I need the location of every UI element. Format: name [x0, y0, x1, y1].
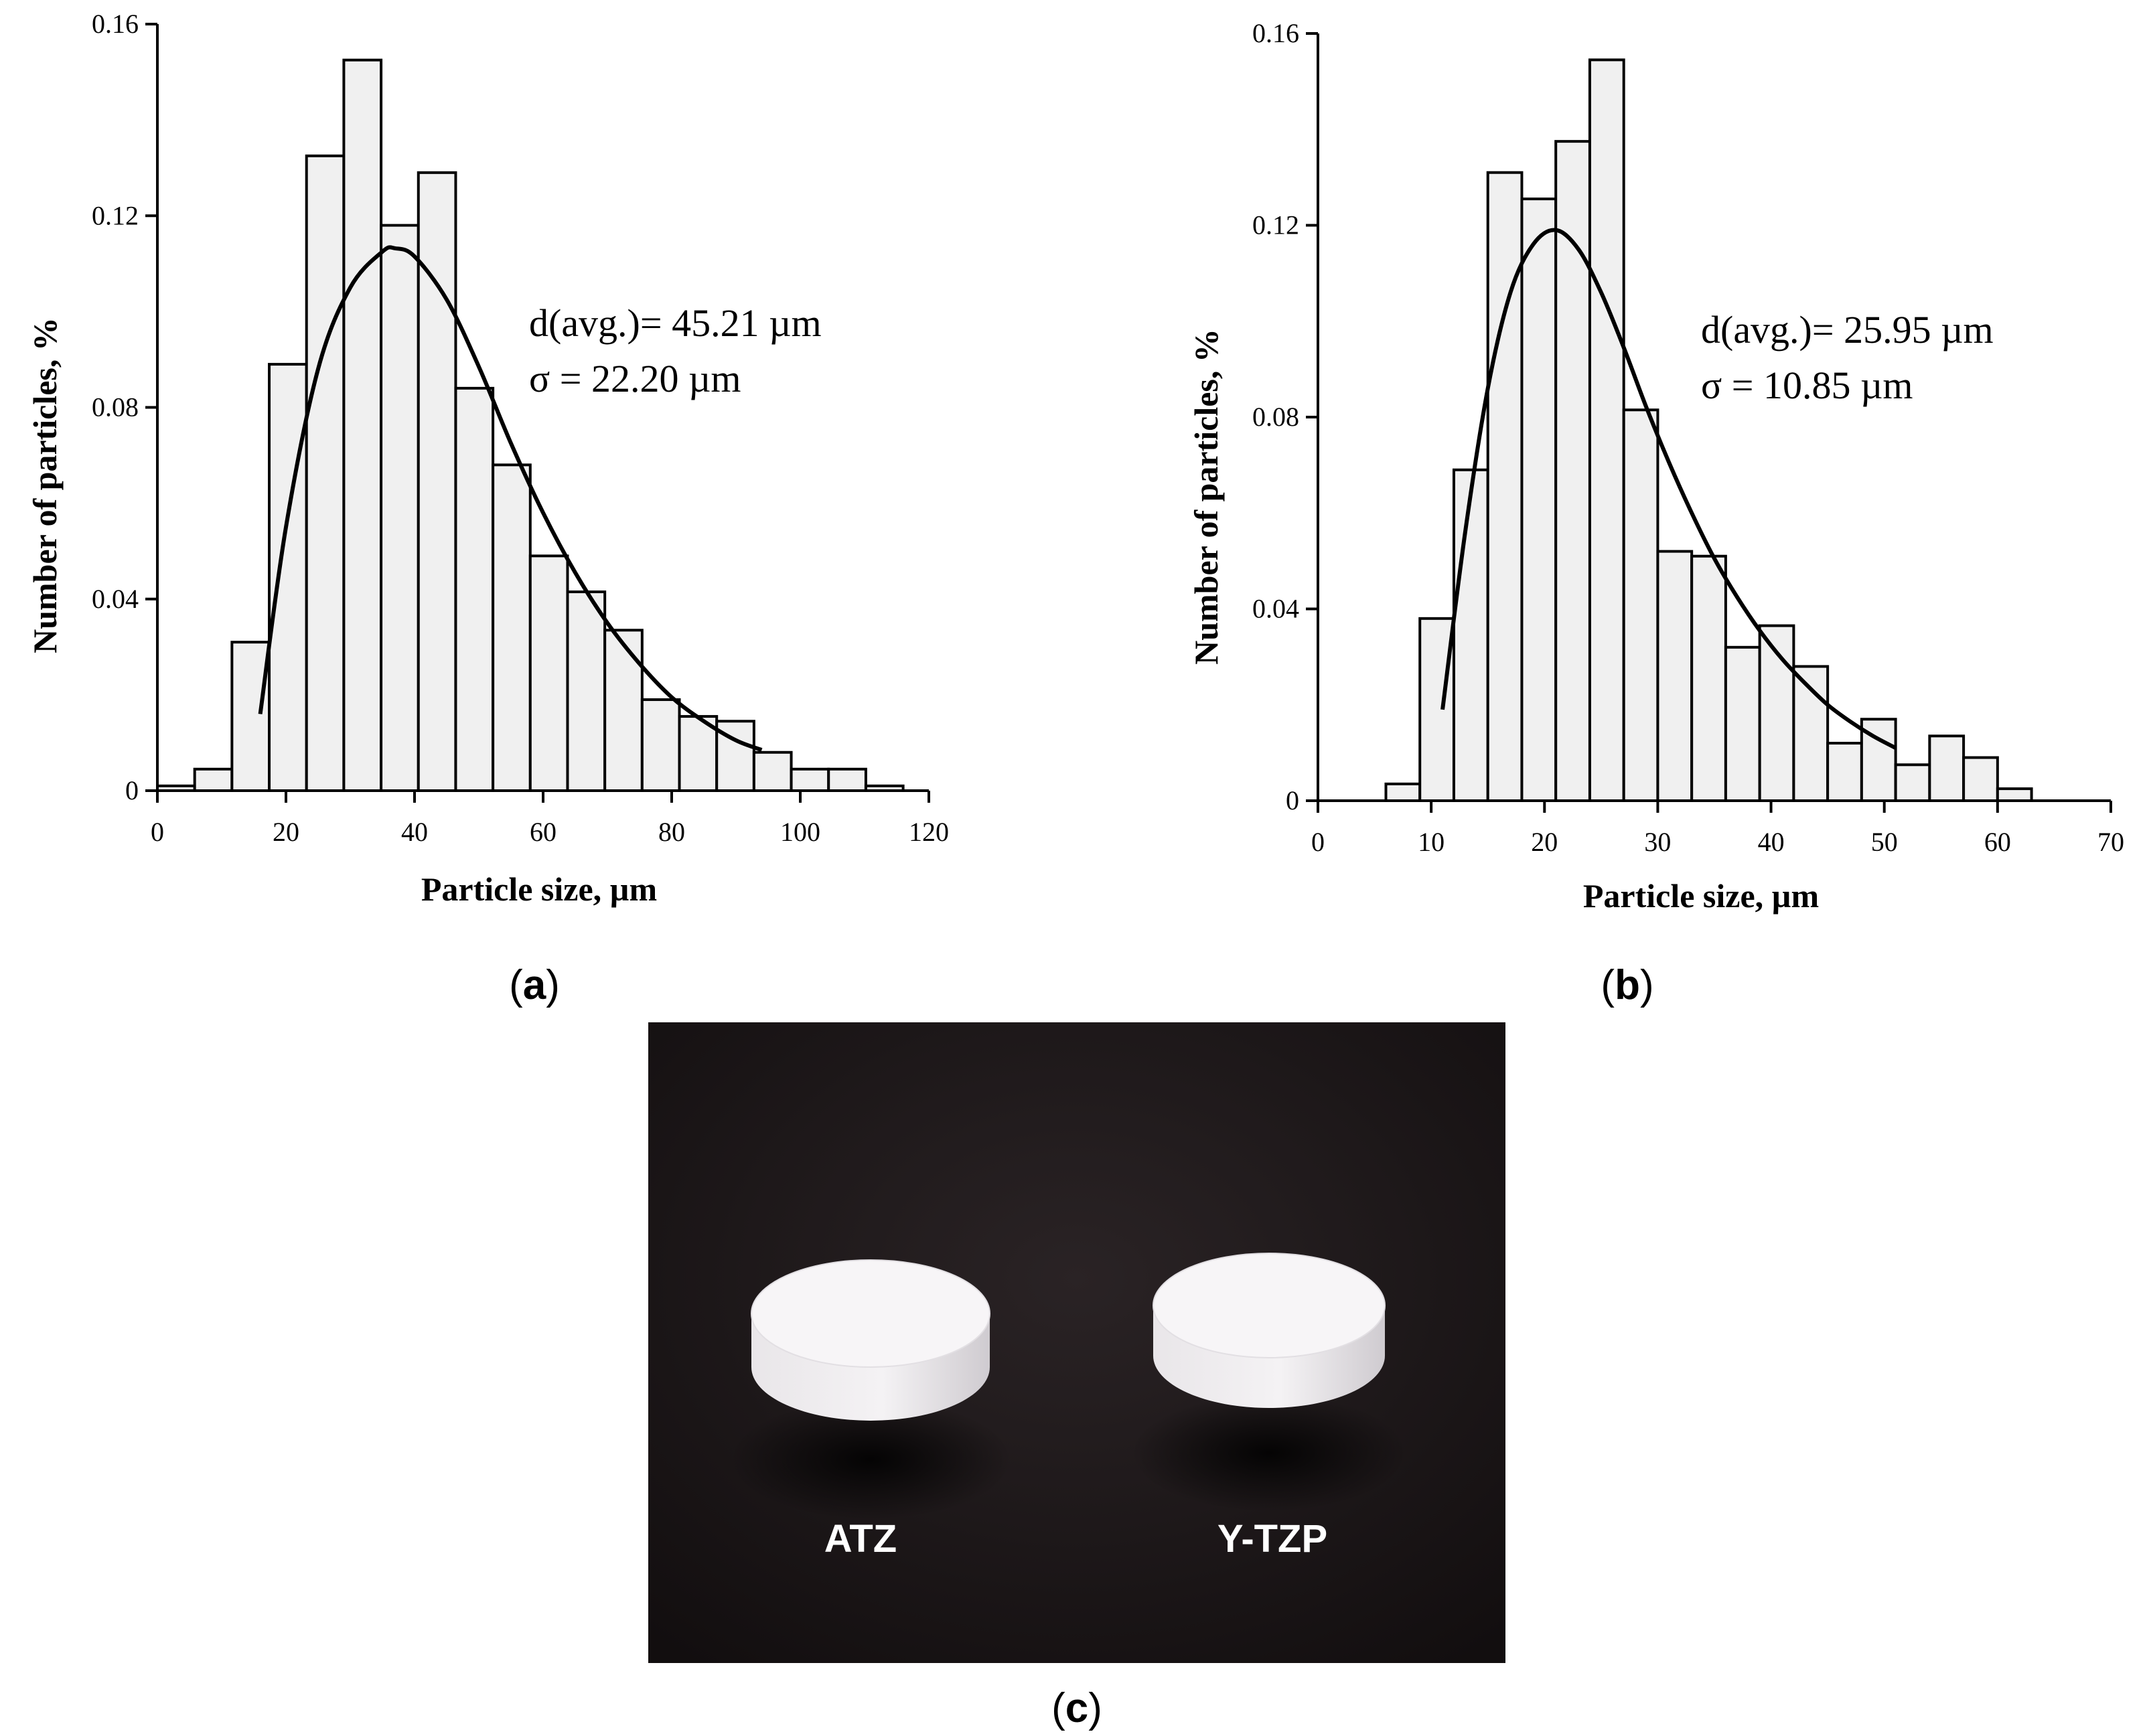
- y-axis-label-a: Number of particles, %: [26, 317, 64, 653]
- y-tick-label: 0: [1286, 785, 1299, 815]
- histogram-bar: [1656, 550, 1694, 802]
- histogram-bar: [827, 767, 867, 792]
- histogram-bar: [1588, 58, 1625, 802]
- histogram-bar: [790, 767, 830, 792]
- histogram-bar: [492, 463, 532, 792]
- histogram-bar: [193, 767, 234, 792]
- atz-pellet-image: [730, 1259, 1011, 1520]
- x-tick-label: 0: [1311, 827, 1325, 857]
- panel-caption-a-letter: a: [523, 962, 546, 1008]
- x-tick-label: 20: [1531, 827, 1558, 857]
- x-tick-label: 50: [1871, 827, 1898, 857]
- x-tick-label: 40: [1758, 827, 1785, 857]
- axes-b: 0 10 20 30 40 50 60 70 0 0.04 0.08 0.12 0.16: [1252, 18, 2124, 857]
- photo-panel-c: ATZ Y-TZP (c): [648, 1022, 1505, 1731]
- histogram-bar: [1384, 782, 1422, 803]
- histogram-bar: [640, 698, 681, 792]
- y-tick-label: 0.04: [1252, 594, 1299, 624]
- axes-a: 0 20 40 60 80 100 120 0 0.04 0.08 0.12 0.16: [92, 9, 949, 847]
- x-axis-label-b: Particle size, µm: [1583, 877, 1819, 915]
- x-tick-label: 120: [909, 817, 949, 847]
- y-tzp-pellet-image: [1132, 1253, 1406, 1512]
- x-tick-label: 70: [2097, 827, 2124, 857]
- histogram-bar: [566, 590, 607, 792]
- y-tick-label: 0.04: [92, 584, 139, 614]
- y-tick-label: 0.16: [92, 9, 139, 39]
- y-tick-label: 0.08: [1252, 402, 1299, 432]
- distribution-fit-curve-a: [258, 245, 763, 752]
- histogram-bar: [1996, 787, 2033, 802]
- x-tick-label: 60: [530, 817, 557, 847]
- histogram-bar: [1962, 756, 1999, 802]
- x-tick-label: 80: [658, 817, 685, 847]
- histogram-bars-b: [1384, 58, 2033, 803]
- histogram-bar: [230, 641, 271, 792]
- histogram-bar: [1928, 734, 1966, 803]
- atz-label: ATZ: [824, 1517, 897, 1561]
- annotation-sigma-a: σ = 22.20 µm: [529, 357, 741, 400]
- chart-panel-b: 0 10 20 30 40 50 60 70 0 0.04 0.08 0.12 0.16 Particl…: [1187, 18, 2124, 1008]
- histogram-bar: [1894, 763, 1931, 802]
- panel-caption-b: (b): [1601, 962, 1653, 1008]
- x-tick-label: 0: [151, 817, 164, 847]
- y-tick-label: 0.12: [1252, 210, 1299, 240]
- panel-caption-c: (c): [1051, 1685, 1102, 1731]
- histogram-bar: [603, 629, 644, 792]
- histogram-bar: [380, 224, 420, 792]
- histogram-bar: [1452, 468, 1489, 802]
- annotation-mean-b: d(avg.)= 25.95 µm: [1701, 308, 1994, 351]
- histogram-bar: [1724, 645, 1761, 802]
- panel-caption-c-letter: c: [1065, 1685, 1088, 1731]
- histogram-bar: [752, 751, 793, 792]
- y-axis-label-b: Number of particles, %: [1187, 329, 1225, 665]
- histogram-bar: [1520, 198, 1558, 802]
- histogram-bar: [342, 58, 383, 792]
- histogram-bar: [1826, 742, 1863, 803]
- chart-panel-a: 0 20 40 60 80 100 120 0 0.04 0.08 0.12 0.16 Particl…: [26, 9, 949, 1008]
- y-tick-label: 0.16: [1252, 18, 1299, 48]
- x-tick-label: 60: [1984, 827, 2011, 857]
- histogram-bar: [528, 554, 569, 792]
- histogram-bar: [268, 363, 308, 792]
- annotation-sigma-b: σ = 10.85 µm: [1701, 364, 1913, 407]
- x-tick-label: 30: [1644, 827, 1671, 857]
- x-tick-label: 100: [780, 817, 820, 847]
- distribution-fit-curve-b: [1440, 228, 1897, 750]
- histogram-bar: [305, 154, 346, 792]
- histogram-bars-a: [156, 58, 905, 792]
- y-tzp-label: Y-TZP: [1217, 1517, 1327, 1561]
- panel-caption-a: (a): [509, 962, 560, 1008]
- x-tick-label: 10: [1418, 827, 1445, 857]
- y-tick-label: 0.08: [92, 392, 139, 422]
- panel-caption-b-letter: b: [1615, 962, 1640, 1008]
- y-tick-label: 0.12: [92, 200, 139, 230]
- histogram-bar: [1622, 408, 1659, 802]
- x-axis-label-a: Particle size, µm: [421, 870, 657, 908]
- histogram-bar: [1690, 554, 1727, 803]
- x-tick-label: 20: [273, 817, 299, 847]
- histogram-bar: [454, 386, 495, 792]
- histogram-bar: [1486, 171, 1524, 802]
- annotation-mean-a: d(avg.)= 45.21 µm: [529, 301, 822, 345]
- y-tick-label: 0: [125, 775, 139, 805]
- x-tick-label: 40: [401, 817, 428, 847]
